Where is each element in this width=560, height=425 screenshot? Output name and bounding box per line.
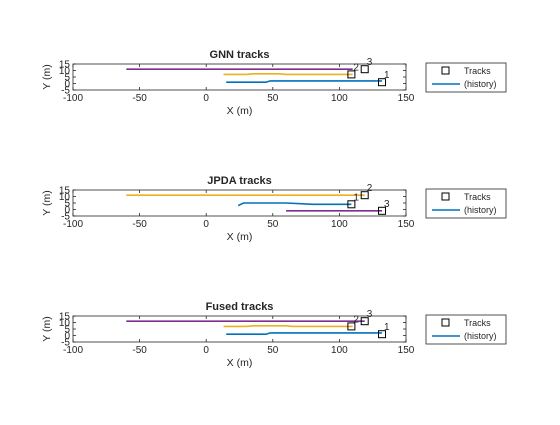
track-history-line-2	[223, 325, 353, 328]
track-label-3: 3	[384, 199, 390, 210]
legend-entry-tracks: Tracks	[464, 192, 491, 202]
chart-title: Fused tracks	[206, 301, 274, 313]
legend-entry-tracks: Tracks	[464, 318, 491, 328]
y-tick-label: 0	[64, 205, 70, 216]
y-tick-label: -5	[61, 212, 70, 223]
track-label-1: 1	[384, 322, 390, 333]
legend-entry-history: (history)	[464, 205, 497, 215]
x-tick-label: -50	[132, 93, 147, 104]
legend-box	[425, 314, 507, 345]
track-history-line-2	[223, 73, 353, 76]
track-marker-2	[347, 70, 356, 79]
legend-entry-history: (history)	[464, 79, 497, 89]
track-label-1: 1	[384, 70, 390, 81]
x-tick-label: 150	[398, 219, 415, 230]
track-label-2: 2	[353, 314, 359, 325]
y-tick-label: -5	[61, 338, 70, 349]
legend: Tracks (history)	[425, 62, 507, 93]
y-tick-label: 15	[59, 312, 71, 323]
y-tick-label: 15	[59, 186, 71, 197]
x-tick-label: 50	[267, 93, 279, 104]
track-label-3: 3	[367, 57, 373, 68]
track-marker-1	[378, 78, 387, 87]
x-tick-label: 100	[331, 219, 348, 230]
x-tick-label: 100	[331, 93, 348, 104]
legend-entry-history: (history)	[464, 331, 497, 341]
x-axis-label: X (m)	[227, 231, 253, 243]
track-history-line-2	[237, 202, 352, 207]
chart-title: JPDA tracks	[207, 175, 271, 187]
legend-marker-square	[441, 66, 450, 75]
track-label-1: 1	[353, 192, 359, 203]
y-axis-label: Y (m)	[41, 190, 53, 215]
y-tick-label: -5	[61, 86, 70, 97]
track-marker-1	[378, 330, 387, 339]
legend-marker-square	[441, 318, 450, 327]
x-tick-label: -100	[63, 219, 83, 230]
track-marker-3	[378, 206, 387, 215]
plot-area	[73, 64, 406, 90]
track-label-3: 3	[367, 309, 373, 320]
x-tick-label: 50	[267, 219, 279, 230]
y-tick-label: 5	[64, 199, 70, 210]
track-marker-2	[347, 322, 356, 331]
x-tick-label: 150	[398, 345, 415, 356]
y-tick-label: 5	[64, 325, 70, 336]
plot-area	[73, 316, 406, 342]
track-marker-2	[360, 191, 369, 200]
x-tick-label: 50	[267, 345, 279, 356]
x-tick-label: -50	[132, 345, 147, 356]
track-label-2: 2	[367, 183, 373, 194]
y-tick-label: 5	[64, 73, 70, 84]
legend: Tracks (history)	[425, 314, 507, 345]
legend-box	[425, 62, 507, 93]
track-marker-3	[360, 65, 369, 74]
x-tick-label: -100	[63, 93, 83, 104]
legend-marker-square	[441, 192, 450, 201]
y-tick-label: 15	[59, 60, 71, 71]
track-marker-1	[347, 200, 356, 209]
y-tick-label: 0	[64, 79, 70, 90]
legend: Tracks (history)	[425, 188, 507, 219]
x-tick-label: 0	[203, 93, 209, 104]
track-history-line-3	[226, 80, 382, 83]
track-label-2: 2	[353, 62, 359, 73]
track-marker-3	[360, 317, 369, 326]
x-tick-label: 0	[203, 345, 209, 356]
chart-title: GNN tracks	[210, 49, 270, 61]
y-tick-label: 0	[64, 331, 70, 342]
legend-entry-tracks: Tracks	[464, 66, 491, 76]
y-tick-label: 10	[59, 192, 71, 203]
x-tick-label: 150	[398, 93, 415, 104]
y-tick-label: 10	[59, 66, 71, 77]
track-history-line-3	[226, 332, 382, 335]
x-tick-label: 0	[203, 219, 209, 230]
x-axis-label: X (m)	[227, 105, 253, 117]
legend-box	[425, 188, 507, 219]
x-axis-label: X (m)	[227, 357, 253, 369]
y-axis-label: Y (m)	[41, 316, 53, 341]
plot-area	[73, 190, 406, 216]
y-tick-label: 10	[59, 318, 71, 329]
x-tick-label: -50	[132, 219, 147, 230]
y-axis-label: Y (m)	[41, 64, 53, 89]
x-tick-label: 100	[331, 345, 348, 356]
x-tick-label: -100	[63, 345, 83, 356]
